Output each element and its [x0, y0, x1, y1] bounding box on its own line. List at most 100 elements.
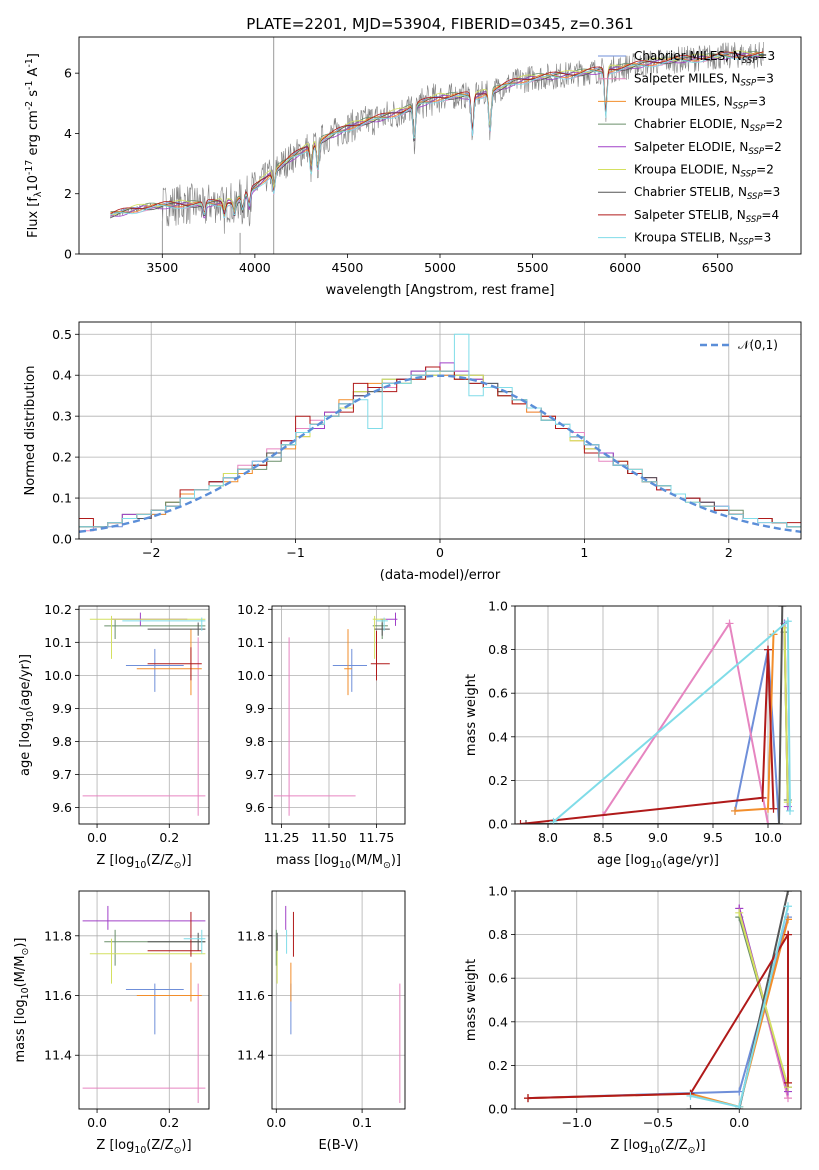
- x-tick-label: 5500: [517, 260, 549, 275]
- y-tick-label: 0.0: [488, 1102, 508, 1117]
- axes-frame: [271, 605, 406, 825]
- frame: 8.0 8.5 9.0 9.5 10.0 0.0 0.2 0.4 0.6 0.8 1.0 age [l…: [464, 599, 802, 871]
- y-tick-label: 1.0: [488, 884, 508, 899]
- x-tick-label: 11.75: [359, 830, 395, 845]
- x-tick-label: 6000: [609, 260, 641, 275]
- legend-model-name: Chabrier STELIB: [634, 185, 730, 199]
- y-tick-label: 10.1: [44, 635, 72, 650]
- weight-line-kroupa-stelib: [552, 619, 791, 823]
- weight-marker: [522, 820, 530, 824]
- x-tick-label: 3500: [146, 260, 178, 275]
- model-line-salpeter-stelib: [110, 51, 764, 215]
- legend-nssp: 2: [774, 140, 782, 154]
- legend-entry: Kroupa ELODIE, NSSP=2: [634, 163, 774, 180]
- y-tick-label: 0: [64, 247, 72, 262]
- legend-nssp: 4: [771, 208, 779, 222]
- legend-model-name: Chabrier ELODIE: [634, 117, 733, 131]
- weight-marker: [731, 806, 739, 815]
- x-tick-label: 4000: [239, 260, 271, 275]
- legend-entry: Chabrier ELODIE, NSSP=2: [634, 117, 783, 134]
- legend-entry: Salpeter ELODIE, NSSP=2: [634, 140, 782, 157]
- legend-entry: Chabrier STELIB, NSSP=3: [634, 185, 780, 202]
- x-tick-label: 0.1: [352, 1115, 372, 1130]
- frame: 0.0 0.1 11.4 11.6 11.8 E(B-V): [237, 890, 406, 1153]
- legend-nssp: 2: [775, 117, 783, 131]
- x-tick-label: 4500: [332, 260, 364, 275]
- weight-line-salpeter-miles: [602, 620, 769, 824]
- y-tick-label: 10.1: [237, 635, 265, 650]
- legend-model-name: Chabrier MILES: [634, 49, 725, 63]
- y-tick-label: 9.8: [245, 734, 265, 749]
- weight-marker: [783, 617, 792, 626]
- axes-frame: [78, 605, 210, 825]
- x-tick-label: 6500: [702, 260, 734, 275]
- y-tick-label: 0.2: [488, 1058, 508, 1073]
- x-tick-label: 11.25: [264, 830, 300, 845]
- legend-nssp: 3: [764, 231, 772, 245]
- y-tick-label: 9.6: [52, 800, 72, 815]
- legend-entry: Chabrier MILES, NSSP=3: [634, 49, 775, 66]
- x-axis-label: mass [log10​(M/M⊙​)]: [276, 853, 401, 871]
- weight-marker: [786, 806, 794, 815]
- weight-marker: [784, 891, 792, 895]
- y-tick-label: 0.1: [52, 491, 72, 506]
- y-tick-label: 10.2: [237, 602, 265, 617]
- x-axis-label: E(B-V): [318, 1138, 358, 1153]
- y-tick-label: 0.2: [52, 450, 72, 465]
- y-axis-label: mass [log10​(M/M⊙​)]: [13, 937, 31, 1062]
- x-tick-label: 9.0: [648, 830, 668, 845]
- x-tick-label: 10.0: [754, 830, 782, 845]
- normal-curve: [79, 374, 801, 533]
- y-tick-label: 0.2: [488, 773, 508, 788]
- weight-line-salpeter-stelib: [520, 649, 775, 824]
- weight-marker: [686, 1105, 695, 1109]
- legend-nssp: 2: [766, 163, 774, 177]
- x-tick-label: −2: [142, 545, 160, 560]
- y-tick-label: 11.8: [44, 928, 72, 943]
- legend-nssp: 3: [767, 49, 775, 63]
- y-axis-label: Flux [fλ​10-17​ erg cm-2​ s-1​ A-1​]: [24, 53, 44, 238]
- weight-marker: [725, 619, 734, 628]
- plot-area: [82, 905, 206, 1104]
- plot-area: [275, 905, 401, 1104]
- y-tick-label: 0.0: [488, 817, 508, 832]
- y-tick-label: 10.2: [44, 602, 72, 617]
- axes-spectrum: 3500 4000 4500 5000 5500 6000 6500 0 2 4 6 waveleng…: [24, 36, 802, 298]
- x-tick-label: 0.0: [266, 1115, 286, 1130]
- axes-weight-vs-age: 8.0 8.5 9.0 9.5 10.0 0.0 0.2 0.4 0.6 0.8 1.0 age [l…: [464, 599, 802, 871]
- weight-line-salpeter-stelib: [527, 931, 789, 1100]
- y-tick-label: 9.9: [245, 701, 265, 716]
- y-axis-label: Normed distribution: [23, 366, 38, 496]
- plot-area: [524, 891, 792, 1109]
- y-axis-label: mass weight: [464, 674, 479, 756]
- y-tick-label: 10.0: [44, 668, 72, 683]
- legend-nssp: 3: [766, 72, 774, 86]
- weight-marker: [764, 820, 772, 824]
- plot-area: [82, 612, 206, 816]
- x-tick-label: 0: [436, 545, 444, 560]
- axes-mass-vs-ebv: 0.0 0.1 11.4 11.6 11.8 E(B-V): [237, 890, 406, 1153]
- y-tick-label: 0.0: [52, 532, 72, 547]
- legend-nssp: 3: [758, 94, 766, 108]
- x-axis-label: (data-model)/error: [380, 568, 501, 583]
- plot-area: [79, 333, 801, 533]
- y-tick-label: 0.6: [488, 971, 508, 986]
- axes-frame: [78, 890, 210, 1110]
- frame: 11.25 11.50 11.75 9.6 9.7 9.8 9.9 10.0 10.1 10.2 m…: [237, 602, 406, 871]
- y-tick-label: 11.4: [237, 1048, 265, 1063]
- y-tick-label: 9.7: [245, 767, 265, 782]
- weight-marker: [516, 820, 525, 824]
- weight-marker: [686, 1091, 695, 1100]
- y-axis-label: mass weight: [464, 959, 479, 1041]
- x-tick-label: 8.5: [593, 830, 613, 845]
- weight-marker: [784, 930, 792, 939]
- weight-marker: [769, 804, 778, 813]
- y-tick-label: 1.0: [488, 599, 508, 614]
- x-axis-label: Z [log10​(Z/Z⊙​)]: [96, 1138, 191, 1156]
- weight-marker: [735, 908, 744, 917]
- weight-marker: [735, 1102, 744, 1109]
- weight-marker: [784, 902, 792, 911]
- legend: Chabrier MILES, NSSP=3 Salpeter MILES, NS…: [598, 49, 783, 248]
- weight-marker: [735, 1087, 744, 1096]
- plot-area: [273, 612, 398, 816]
